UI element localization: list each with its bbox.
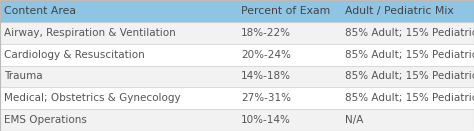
Text: Percent of Exam: Percent of Exam [241,6,330,16]
Bar [0,109,474,131]
Text: 14%-18%: 14%-18% [241,71,291,81]
Text: Medical; Obstetrics & Gynecology: Medical; Obstetrics & Gynecology [4,93,181,103]
Text: Cardiology & Resuscitation: Cardiology & Resuscitation [4,50,145,60]
Text: 20%-24%: 20%-24% [241,50,291,60]
Text: 85% Adult; 15% Pediatric: 85% Adult; 15% Pediatric [345,50,474,60]
Bar [0,66,474,87]
Bar [0,0,237,22]
Text: N/A: N/A [345,115,364,125]
Text: 85% Adult; 15% Pediatric: 85% Adult; 15% Pediatric [345,28,474,38]
Text: Content Area: Content Area [4,6,76,16]
Text: Adult / Pediatric Mix: Adult / Pediatric Mix [345,6,454,16]
Bar [0,44,474,66]
Text: EMS Operations: EMS Operations [4,115,87,125]
Text: 18%-22%: 18%-22% [241,28,291,38]
Text: 85% Adult; 15% Pediatric: 85% Adult; 15% Pediatric [345,93,474,103]
Bar [237,0,341,22]
Text: Trauma: Trauma [4,71,42,81]
Bar [341,0,474,22]
Text: 27%-31%: 27%-31% [241,93,291,103]
Text: 85% Adult; 15% Pediatric: 85% Adult; 15% Pediatric [345,71,474,81]
Bar [0,22,474,44]
Text: 10%-14%: 10%-14% [241,115,291,125]
Text: Airway, Respiration & Ventilation: Airway, Respiration & Ventilation [4,28,175,38]
Bar [0,87,474,109]
